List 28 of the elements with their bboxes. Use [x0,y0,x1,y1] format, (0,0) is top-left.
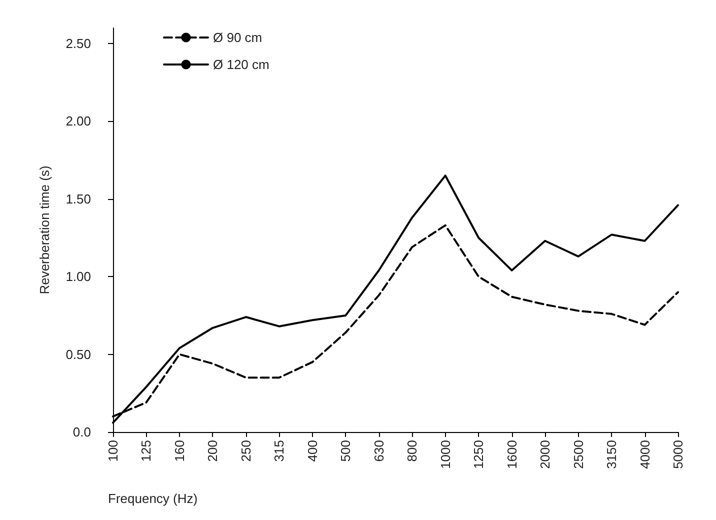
x-tick-label: 100 [106,440,120,462]
x-tick-label: 2000 [538,440,553,469]
x-tick-label: 1600 [504,440,520,469]
y-tick-label: 1.50 [66,191,91,206]
x-tick-label: 630 [371,440,386,462]
x-axis-title: Frequency (Hz) [108,491,198,506]
x-tick-label: 5000 [670,440,686,469]
x-tick-label: 3150 [604,440,620,469]
x-tick-label: 2500 [570,440,586,469]
x-tick-label: 125 [138,440,154,462]
legend-label: Ø 90 cm [213,30,262,45]
y-tick-label: 1.00 [66,269,91,284]
legend-label: Ø 120 cm [213,57,270,72]
x-tick-label: 4000 [637,440,652,469]
x-tick-label: 500 [338,440,354,462]
x-tick-label: 1250 [471,440,486,469]
x-tick-label: 400 [304,440,320,462]
x-tick-label: 200 [205,440,220,462]
x-tick-label: 160 [172,440,187,462]
y-tick-label: 2.00 [66,114,91,129]
y-tick-label: 0.0 [72,424,91,440]
x-tick-label: 1000 [438,440,453,469]
y-tick-label: 0.50 [66,346,91,362]
x-tick-label: 315 [272,440,287,462]
y-axis-title: Reverberation time (s) [37,166,52,294]
x-tick-label: 250 [238,440,254,462]
x-tick-label: 800 [404,440,420,462]
y-tick-label: 2.50 [66,36,91,52]
